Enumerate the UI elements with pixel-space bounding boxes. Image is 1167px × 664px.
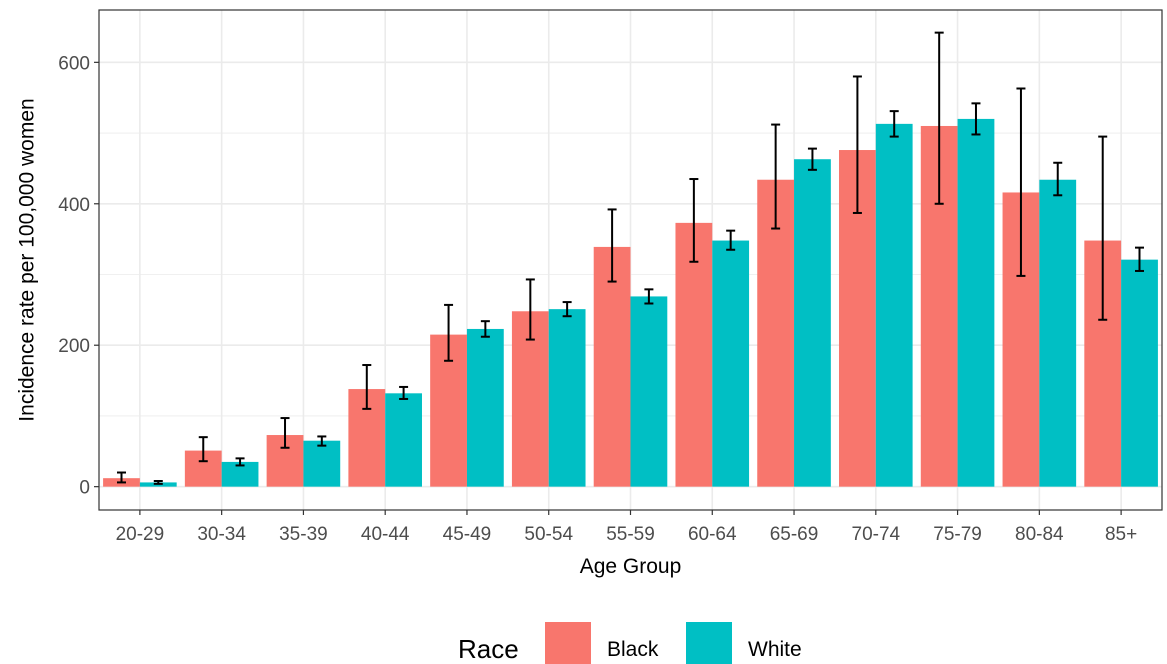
x-tick-label: 85+ <box>1105 524 1137 545</box>
error-bar-white <box>562 301 572 318</box>
error-bars <box>116 31 1145 485</box>
bars <box>103 118 1158 487</box>
x-axis: 20-29 30-34 35-39 40-44 45-49 50-54 55-59 60-64… <box>116 510 1137 545</box>
legend: Race Black White <box>458 622 802 664</box>
x-tick-label: 65-69 <box>770 524 819 545</box>
error-bar-white <box>644 288 654 305</box>
error-bar-black <box>689 178 699 263</box>
x-tick-label: 60-64 <box>688 524 737 545</box>
x-axis-title: Age Group <box>580 555 682 578</box>
bar-black <box>593 246 631 487</box>
bar-black <box>675 222 713 487</box>
bar-white <box>466 328 504 487</box>
error-bar-black <box>934 31 944 205</box>
error-bar-black <box>444 303 454 362</box>
bar-white <box>957 118 995 487</box>
error-bar-white <box>1135 246 1145 272</box>
y-tick-label: 600 <box>58 53 90 74</box>
bar-white <box>548 309 586 487</box>
error-bar-black <box>280 417 290 449</box>
x-tick-label: 55-59 <box>606 524 655 545</box>
error-bar-white <box>1053 161 1063 197</box>
bar-white <box>712 240 750 487</box>
y-axis-title: Incidence rate per 100,000 women <box>16 98 39 421</box>
x-tick-label: 50-54 <box>524 524 573 545</box>
x-tick-label: 35-39 <box>279 524 328 545</box>
x-tick-label: 80-84 <box>1015 524 1064 545</box>
x-tick-label: 40-44 <box>361 524 410 545</box>
y-tick-label: 400 <box>58 195 90 216</box>
error-bar-white <box>971 102 981 136</box>
error-bar-white <box>807 147 817 171</box>
bar-white <box>875 123 913 487</box>
error-bar-white <box>235 457 245 467</box>
bar-white <box>385 393 422 487</box>
legend-label-white: White <box>748 638 802 661</box>
y-tick-label: 0 <box>79 478 90 499</box>
bar-black <box>757 179 795 487</box>
x-tick-label: 70-74 <box>852 524 901 545</box>
error-bar-black <box>116 471 126 484</box>
error-bar-black <box>362 364 372 410</box>
error-bar-white <box>399 385 409 400</box>
error-bar-white <box>726 229 736 251</box>
bar-white <box>303 440 341 487</box>
bar-white <box>630 296 668 487</box>
error-bar-black <box>607 208 617 283</box>
error-bar-black <box>852 75 862 214</box>
y-tick-label: 200 <box>58 336 90 357</box>
bar-white <box>1121 259 1158 487</box>
error-bar-black <box>1098 135 1108 321</box>
x-tick-label: 30-34 <box>197 524 246 545</box>
x-tick-label: 20-29 <box>116 524 165 545</box>
x-tick-label: 45-49 <box>443 524 492 545</box>
error-bar-black <box>525 278 535 341</box>
error-bar-white <box>153 480 163 485</box>
error-bar-black <box>1016 87 1026 277</box>
legend-key-white <box>686 622 732 664</box>
bar-white <box>1039 179 1077 487</box>
error-bar-black <box>198 436 208 463</box>
error-bar-white <box>317 435 327 447</box>
error-bar-white <box>480 320 490 338</box>
x-tick-label: 75-79 <box>933 524 982 545</box>
legend-title: Race <box>458 634 519 664</box>
error-bar-black <box>771 123 781 230</box>
bar-white <box>794 159 831 487</box>
y-axis: 0 200 400 600 <box>58 53 99 499</box>
error-bar-white <box>889 110 899 138</box>
legend-label-black: Black <box>607 638 659 661</box>
legend-key-black <box>545 622 591 664</box>
